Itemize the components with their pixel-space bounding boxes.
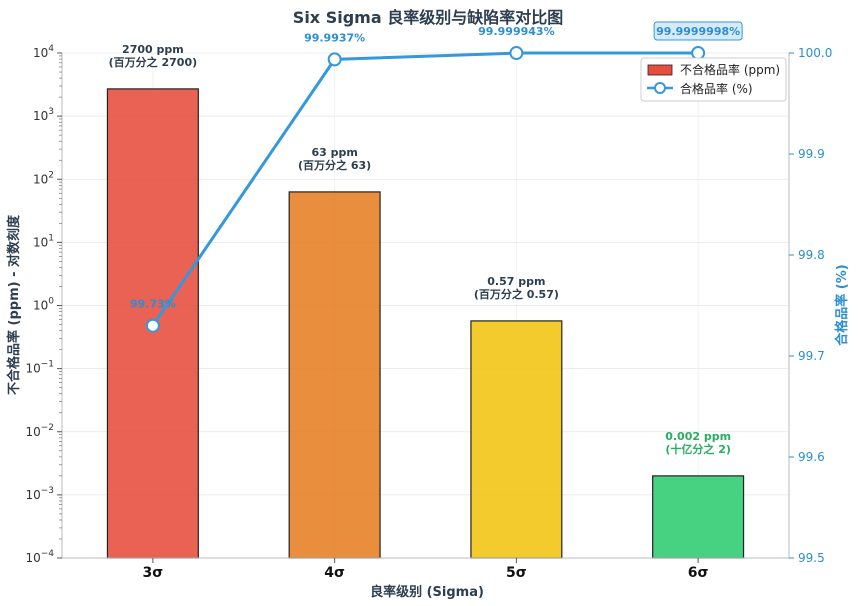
- bar-value-sublabel: (百万分之 63): [298, 158, 371, 172]
- y-right-axis-title: 合格品率 (%): [834, 264, 850, 345]
- bar: [470, 320, 563, 559]
- y-right-tick-label: 100.0: [798, 46, 832, 60]
- legend-bar-label: 不合格品率 (ppm): [680, 62, 780, 77]
- bar-value-label: 2700 ppm: [122, 43, 184, 56]
- bar: [652, 475, 745, 559]
- y-tick-label: 10−2: [25, 423, 54, 439]
- y-right-tick-label: 99.9: [798, 147, 825, 161]
- bar: [288, 191, 381, 559]
- line-point: [509, 46, 524, 61]
- y-tick-label: 10−1: [25, 360, 54, 376]
- line-series: [145, 46, 706, 333]
- bars: [106, 88, 745, 559]
- line-path: [151, 51, 699, 327]
- x-tick-label: 6σ: [688, 565, 709, 581]
- bar-value-label: 0.57 ppm: [487, 275, 545, 288]
- x-tick-label: 4σ: [324, 565, 345, 581]
- line-value-label: 99.9937%: [304, 31, 365, 44]
- y-tick-label: 104: [33, 44, 54, 60]
- y-tick-label: 102: [33, 170, 54, 186]
- legend: 不合格品率 (ppm) 合格品率 (%): [640, 57, 787, 102]
- bar-value-label: 63 ppm: [311, 146, 357, 159]
- chart-title: Six Sigma 良率级别与缺陷率对比图: [293, 8, 563, 27]
- line-point: [327, 52, 342, 67]
- bar-value-sublabel: (百万分之 2700): [109, 55, 198, 69]
- bar-value-label: 0.002 ppm: [665, 430, 731, 443]
- x-axis-title: 良率级别 (Sigma): [370, 584, 484, 600]
- legend-line-label: 合格品率 (%): [680, 81, 753, 96]
- y-right-tick-label: 99.6: [798, 450, 825, 464]
- line-value-label: 99.9999998%: [656, 25, 740, 38]
- x-tick-label: 5σ: [506, 565, 527, 581]
- line-value-label: 99.999943%: [478, 25, 554, 38]
- axes: 10−4 10−3 10−2 10−1 100 101 102 103 104 99.5 99.6 9…: [25, 44, 832, 581]
- y-right-tick-label: 99.8: [798, 248, 825, 262]
- legend-box: [640, 57, 787, 102]
- y-tick-label: 10−3: [25, 486, 54, 502]
- legend-bar-swatch: [647, 64, 673, 76]
- y-right-tick-label: 99.7: [798, 349, 825, 363]
- y-tick-label: 101: [33, 233, 54, 249]
- bar-value-sublabel: (百万分之 0.57): [474, 287, 559, 301]
- y-axis-title: 不合格品率 (ppm) - 对数刻度: [6, 214, 22, 395]
- data-labels: 2700 ppm(百万分之 2700) 63 ppm(百万分之 63) 0.57 p…: [109, 21, 743, 456]
- y-right-tick-label: 99.5: [798, 551, 825, 565]
- line-value-label: 99.73%: [130, 298, 176, 311]
- y-tick-label: 100: [33, 297, 54, 313]
- x-tick-label: 3σ: [143, 565, 164, 581]
- line-point: [145, 318, 160, 333]
- line-point: [691, 46, 706, 61]
- y-tick-label: 103: [33, 107, 54, 123]
- y-tick-label: 10−4: [25, 549, 54, 565]
- bar-value-sublabel: (十亿分之 2): [665, 442, 731, 456]
- legend-line-marker: [654, 82, 666, 94]
- line-label-box: [653, 21, 743, 41]
